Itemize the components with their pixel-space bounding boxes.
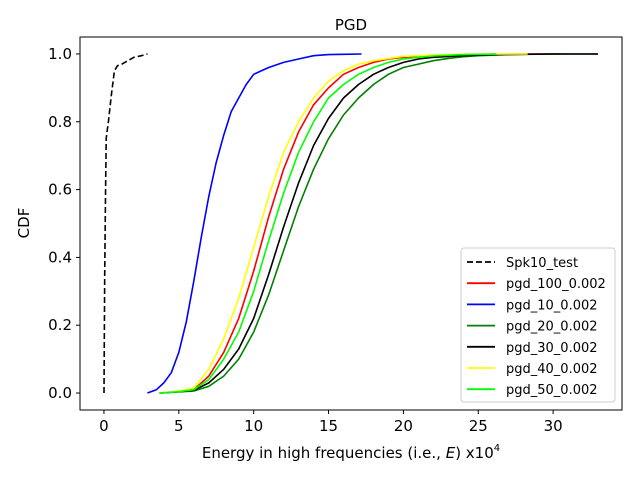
series-layer bbox=[103, 53, 598, 394]
legend-label-1: pgd_100_0.002 bbox=[506, 277, 606, 292]
legend-box bbox=[460, 247, 616, 403]
series-line-5 bbox=[159, 53, 528, 394]
x-axis-label-var: E bbox=[446, 444, 456, 462]
legend-label-3: pgd_20_0.002 bbox=[506, 320, 598, 335]
x-tick-label: 20 bbox=[394, 417, 413, 435]
x-tick-label: 15 bbox=[319, 417, 338, 435]
x-axis-label: Energy in high frequencies (i.e., E) x10… bbox=[202, 443, 500, 462]
plot-frame bbox=[79, 36, 623, 411]
series-line-3 bbox=[159, 53, 598, 394]
y-tick-label: 0.4 bbox=[48, 248, 72, 266]
x-axis-label-suffix: ) x10 bbox=[455, 444, 494, 462]
x-tick-label: 25 bbox=[469, 417, 488, 435]
legend-label-5: pgd_40_0.002 bbox=[506, 362, 598, 377]
legend-label-6: pgd_50_0.002 bbox=[506, 383, 598, 398]
y-tick-label: 0.8 bbox=[48, 113, 72, 131]
series-line-4 bbox=[160, 53, 598, 394]
x-axis-label-prefix: Energy in high frequencies (i.e., bbox=[202, 444, 446, 462]
chart-title: PGD bbox=[335, 16, 367, 34]
series-line-2 bbox=[147, 53, 362, 394]
series-line-6 bbox=[159, 53, 497, 394]
series-line-0 bbox=[103, 53, 148, 394]
y-tick-label: 0.6 bbox=[48, 181, 72, 199]
x-tick-label: 30 bbox=[544, 417, 563, 435]
y-axis-label: CDF bbox=[15, 208, 33, 239]
y-tick-label: 0.0 bbox=[48, 384, 72, 402]
ticks-layer: 0 5 10 15 20 25 30 0.0 0.2 0.4 0.6 0.8 1.0 bbox=[48, 45, 563, 435]
x-tick-label: 10 bbox=[244, 417, 263, 435]
legend: Spk10_test pgd_100_0.002 pgd_10_0.002 pgd_2… bbox=[460, 247, 616, 403]
legend-label-4: pgd_30_0.002 bbox=[506, 341, 598, 356]
legend-label-2: pgd_10_0.002 bbox=[506, 298, 598, 313]
x-tick-label: 0 bbox=[99, 417, 109, 435]
y-tick-label: 1.0 bbox=[48, 45, 72, 63]
legend-label-0: Spk10_test bbox=[506, 256, 578, 271]
x-axis-label-exp: 4 bbox=[494, 443, 500, 454]
y-tick-label: 0.2 bbox=[48, 316, 72, 334]
x-tick-label: 5 bbox=[174, 417, 184, 435]
